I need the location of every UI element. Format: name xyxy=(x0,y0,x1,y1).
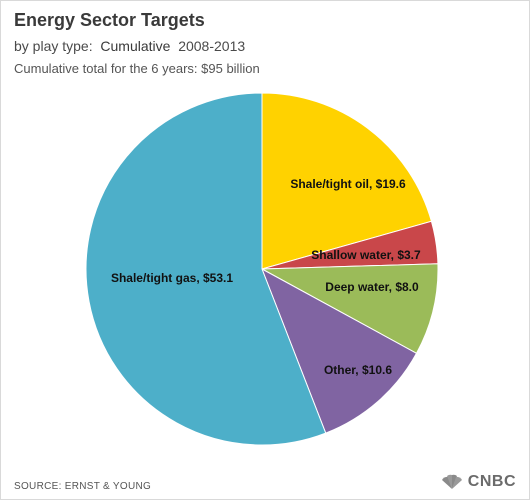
chart-title: Energy Sector Targets xyxy=(14,10,205,30)
slice-label: Deep water, $8.0 xyxy=(325,280,419,294)
source-note: SOURCE: ERNST & YOUNG xyxy=(14,481,152,492)
brand-logo: CNBC xyxy=(440,473,516,491)
pie-slice xyxy=(85,92,327,446)
brand-text: CNBC xyxy=(467,473,516,490)
slice-label: Shallow water, $3.7 xyxy=(311,248,421,262)
subtitle-range: 2008-2013 xyxy=(178,38,246,54)
slice-label: Other, $10.6 xyxy=(324,363,392,377)
pie-slice xyxy=(260,263,439,354)
slice-label: Shale/tight gas, $53.1 xyxy=(111,271,233,285)
pie-slice xyxy=(261,92,433,270)
pie-slice xyxy=(261,267,418,434)
slice-label: Shale/tight oil, $19.6 xyxy=(290,177,406,191)
subtitle-mode: Cumulative xyxy=(100,38,171,54)
peacock-icon xyxy=(441,474,462,489)
chart-note: Cumulative total for the 6 years: $95 bi… xyxy=(14,61,260,76)
chart-subtitle: by play type: Cumulative 2008-2013 xyxy=(14,38,245,54)
subtitle-prefix: by play type: xyxy=(14,38,93,54)
